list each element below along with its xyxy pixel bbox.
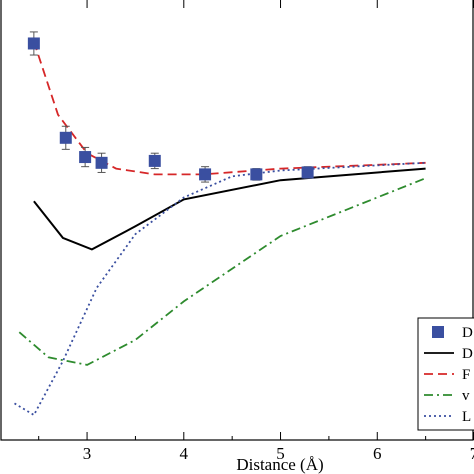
legend-label: F bbox=[462, 367, 470, 383]
legend-label: v bbox=[462, 388, 470, 404]
x-axis: 3 4 5 6 7 bbox=[38, 0, 474, 463]
x-tick-label: 6 bbox=[373, 444, 382, 463]
points-layer bbox=[27, 31, 314, 183]
legend-label: D bbox=[462, 325, 473, 341]
x-tick-label: 5 bbox=[276, 444, 285, 463]
x-tick-label: 7 bbox=[470, 444, 474, 463]
legend-label: D bbox=[462, 346, 473, 362]
x-tick-label: 3 bbox=[83, 444, 92, 463]
plot-frame bbox=[0, 0, 474, 441]
data-point bbox=[27, 37, 40, 50]
legend-label: L bbox=[462, 409, 471, 425]
series-line-2 bbox=[33, 41, 426, 176]
x-axis-label: Distance (Å) bbox=[236, 455, 323, 474]
legend-marker bbox=[432, 326, 444, 338]
series-line-4 bbox=[14, 161, 426, 417]
data-point bbox=[95, 156, 108, 169]
x-tick-label: 4 bbox=[180, 444, 189, 463]
data-point bbox=[301, 166, 314, 179]
series-layer bbox=[14, 41, 426, 417]
series-line-3 bbox=[18, 177, 426, 366]
data-point bbox=[79, 151, 92, 164]
plot-border bbox=[0, 0, 474, 441]
data-point bbox=[250, 168, 263, 181]
data-point bbox=[148, 154, 161, 167]
series-line-1 bbox=[33, 167, 426, 251]
data-point bbox=[199, 168, 212, 181]
data-point bbox=[59, 131, 72, 144]
